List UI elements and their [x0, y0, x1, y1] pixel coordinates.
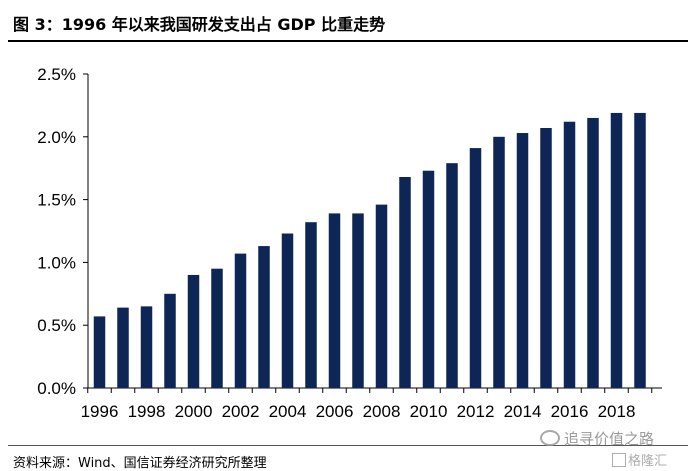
- bar-2000: [187, 274, 200, 388]
- bar-2010: [422, 170, 435, 388]
- bar-chart: 0.0% 0.5% 1.0% 1.5% 2.0% 2.5% 1996 1998 2000 2002…: [37, 65, 662, 421]
- wechat-icon: [540, 430, 560, 446]
- watermark-text: 追寻价值之路: [564, 430, 655, 448]
- x-tick-label: 1996: [81, 402, 119, 421]
- x-tick-label: 2018: [598, 402, 636, 421]
- bar-2008: [375, 204, 388, 388]
- figure-title: 图 3：1996 年以来我国研发支出占 GDP 比重走势: [13, 15, 386, 34]
- bar-2018: [610, 112, 623, 388]
- y-tick-label: 1.0%: [37, 253, 76, 272]
- x-tick-label: 1998: [128, 402, 166, 421]
- x-tick-label: 2014: [504, 402, 542, 421]
- bar-1996: [93, 316, 106, 388]
- bar-2004: [281, 233, 294, 388]
- y-tick-label: 0.5%: [37, 316, 76, 335]
- bar-2006: [328, 213, 341, 388]
- footer-rule: [8, 445, 688, 446]
- bar-2002: [234, 253, 247, 388]
- bar-2007: [352, 213, 364, 388]
- bar-2016: [563, 121, 576, 388]
- y-tick-label: 0.0%: [37, 379, 76, 398]
- bar-2012: [469, 148, 482, 388]
- bar-2013: [493, 136, 505, 388]
- source-note: 资料来源：Wind、国信证券经济研究所整理: [13, 456, 267, 471]
- bar-2015: [540, 128, 552, 388]
- bar-2011: [446, 163, 458, 388]
- x-tick-label: 2012: [457, 402, 495, 421]
- bar-1999: [164, 293, 176, 388]
- x-tick-label: 2000: [175, 402, 213, 421]
- y-tick-label: 1.5%: [37, 191, 76, 210]
- x-tick-label: 2016: [551, 402, 589, 421]
- watermark-brand-text: 格隆汇: [628, 454, 668, 469]
- bar-2001: [211, 268, 223, 388]
- x-tick-label: 2006: [316, 402, 354, 421]
- bar-1997: [117, 307, 129, 388]
- bar-2014: [516, 133, 529, 388]
- watermark: 追寻价值之路: [540, 428, 654, 449]
- bar-2005: [305, 222, 317, 388]
- x-tick-label: 2004: [269, 402, 307, 421]
- brand-logo-icon: [612, 453, 626, 467]
- y-tick-label: 2.5%: [37, 65, 76, 84]
- title-rule: [8, 40, 688, 42]
- y-tick-label: 2.0%: [37, 128, 76, 147]
- bar-2019: [634, 112, 646, 388]
- x-tick-label: 2002: [222, 402, 260, 421]
- bar-2009: [399, 176, 411, 388]
- x-tick-label: 2008: [363, 402, 401, 421]
- watermark-brand: 格隆汇: [612, 450, 667, 469]
- bar-2003: [258, 246, 270, 388]
- bar-2017: [587, 117, 599, 389]
- bar-1998: [140, 306, 153, 388]
- x-tick-label: 2010: [410, 402, 448, 421]
